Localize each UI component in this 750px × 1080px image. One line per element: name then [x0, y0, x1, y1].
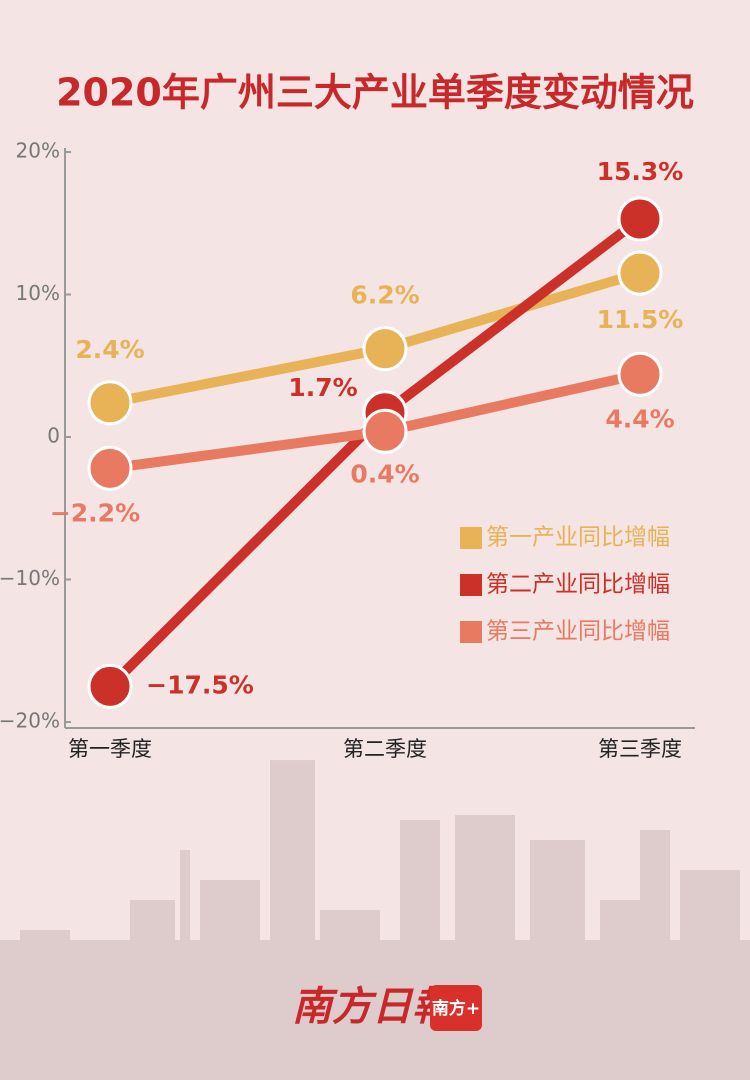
data-label: 6.2% [350, 281, 419, 310]
footer-badge: 南方+ [432, 998, 480, 1019]
skyline [0, 760, 750, 1080]
data-label: 11.5% [597, 305, 684, 334]
data-label: 0.4% [350, 459, 419, 488]
y-tick-label: 0 [47, 424, 60, 448]
y-tick-label: 10% [16, 281, 60, 305]
data-point [617, 196, 663, 242]
x-tick-label: 第三季度 [598, 737, 682, 761]
legend-swatch [460, 574, 482, 596]
data-label: 15.3% [597, 157, 684, 186]
y-tick-label: −10% [0, 566, 60, 590]
data-point [87, 445, 133, 491]
legend-label: 第三产业同比增幅 [486, 619, 670, 645]
data-point [87, 663, 133, 709]
data-label: 1.7% [288, 373, 357, 402]
x-tick-label: 第一季度 [68, 737, 152, 761]
legend-swatch [460, 527, 482, 549]
y-tick-label: −20% [0, 709, 60, 733]
legend-label: 第一产业同比增幅 [486, 525, 670, 551]
footer-badge-bg [430, 985, 482, 1031]
data-point [362, 326, 408, 372]
legend-swatch [460, 621, 482, 643]
data-point [617, 351, 663, 397]
data-label: 2.4% [75, 335, 144, 364]
chart-title: 2020年广州三大产业单季度变动情况 [56, 71, 694, 115]
data-point [617, 250, 663, 296]
y-tick-label: 20% [16, 139, 60, 163]
data-label: −2.2% [50, 498, 140, 527]
legend-label: 第二产业同比增幅 [486, 572, 670, 598]
data-point [87, 380, 133, 426]
data-label: 4.4% [605, 404, 674, 433]
data-label: −17.5% [146, 670, 254, 699]
data-point [362, 408, 408, 454]
x-tick-label: 第二季度 [343, 737, 427, 761]
